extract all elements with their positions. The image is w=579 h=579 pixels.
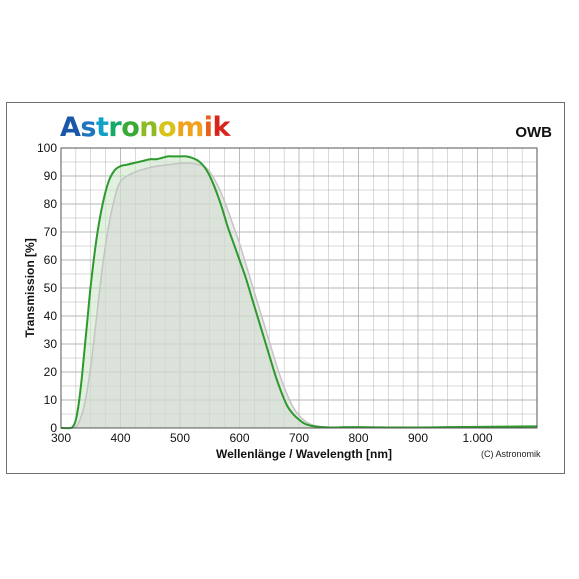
- logo-letter: m: [176, 112, 204, 143]
- x-tick-label: 600: [229, 431, 249, 445]
- filter-name: OWB: [515, 124, 552, 141]
- y-tick-label: 90: [44, 169, 58, 183]
- chart-series-layer: [60, 155, 538, 430]
- y-tick-label: 60: [44, 253, 58, 267]
- logo-letter: r: [108, 112, 122, 143]
- copyright-notice: (C) Astronomik: [481, 449, 541, 459]
- y-tick-label: 0: [50, 421, 57, 435]
- y-tick-label: 70: [44, 225, 58, 239]
- x-tick-label: 1.000: [462, 431, 492, 445]
- y-tick-label: 20: [44, 365, 58, 379]
- logo-letter: o: [158, 112, 177, 143]
- logo-letter: A: [60, 112, 81, 143]
- x-tick-label: 900: [408, 431, 428, 445]
- x-tick-labels: 300 400 500 600 700 800 900 1.000: [51, 431, 493, 445]
- x-tick-label: 400: [110, 431, 130, 445]
- y-tick-label: 100: [37, 141, 57, 155]
- reference-curve: [60, 162, 538, 430]
- logo-letter: n: [139, 112, 159, 143]
- x-tick-label: 300: [51, 431, 71, 445]
- transmission-curve: [60, 155, 538, 430]
- logo-letter: s: [80, 112, 96, 143]
- plot-frame: [60, 147, 538, 429]
- y-tick-label: 80: [44, 197, 58, 211]
- y-tick-label: 50: [44, 281, 58, 295]
- logo-letter: k: [212, 112, 231, 143]
- astronomik-logo: Astronomik: [60, 114, 230, 141]
- x-tick-label: 500: [170, 431, 190, 445]
- y-tick-labels: 0 10 20 30 40 50 60 70 80 90 100: [37, 141, 57, 435]
- y-tick-label: 40: [44, 309, 58, 323]
- x-tick-label: 800: [348, 431, 368, 445]
- y-axis-label: Transmission [%]: [23, 238, 37, 337]
- reference-area-fill: [61, 163, 537, 429]
- y-tick-label: 10: [44, 393, 58, 407]
- logo-letter: o: [121, 112, 140, 143]
- logo-letter: t: [95, 112, 109, 143]
- logo-letter: i: [203, 112, 213, 143]
- x-axis-label: Wellenlänge / Wavelength [nm]: [216, 447, 392, 461]
- y-tick-label: 30: [44, 337, 58, 351]
- x-tick-label: 700: [289, 431, 309, 445]
